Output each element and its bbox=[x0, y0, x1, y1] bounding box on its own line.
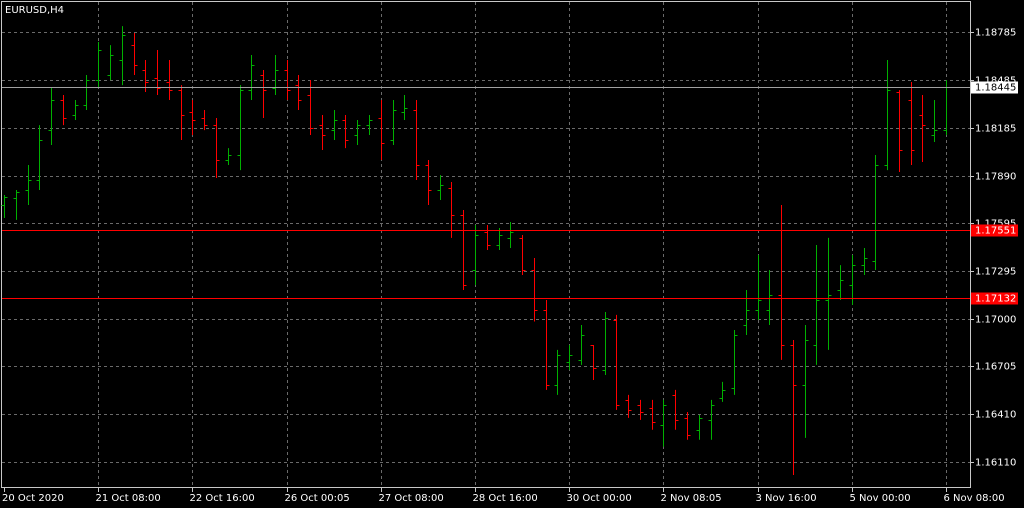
chart-title: EURUSD,H4 bbox=[5, 5, 64, 16]
x-tick-label: 28 Oct 16:00 bbox=[473, 493, 538, 504]
x-tick-label: 2 Nov 08:05 bbox=[661, 493, 722, 504]
x-tick-label: 26 Oct 00:05 bbox=[285, 493, 350, 504]
x-tick-label: 20 Oct 2020 bbox=[2, 493, 64, 504]
y-tick-label: 1.17000 bbox=[975, 315, 1016, 326]
x-tick-label: 30 Oct 00:00 bbox=[567, 493, 632, 504]
level-label-bg bbox=[971, 81, 1018, 94]
y-tick-label: 1.16410 bbox=[975, 410, 1016, 421]
x-tick-label: 5 Nov 00:00 bbox=[850, 493, 911, 504]
level-label-bg bbox=[971, 224, 1018, 237]
level-label: 1.17132 bbox=[975, 294, 1016, 305]
y-tick-label: 1.18485 bbox=[975, 76, 1016, 87]
level-label: 1.18445 bbox=[975, 83, 1016, 94]
x-tick-label: 21 Oct 08:00 bbox=[96, 493, 161, 504]
y-tick-label: 1.17295 bbox=[975, 267, 1016, 278]
x-tick-label: 22 Oct 16:00 bbox=[190, 493, 255, 504]
y-tick-label: 1.16110 bbox=[975, 458, 1016, 469]
x-tick-label: 3 Nov 16:00 bbox=[756, 493, 817, 504]
x-tick-label: 6 Nov 08:00 bbox=[944, 493, 1005, 504]
y-tick-label: 1.17890 bbox=[975, 172, 1016, 183]
y-tick-label: 1.18785 bbox=[975, 28, 1016, 39]
y-tick-label: 1.17595 bbox=[975, 219, 1016, 230]
x-tick-label: 27 Oct 08:00 bbox=[379, 493, 444, 504]
y-tick-label: 1.18185 bbox=[975, 124, 1016, 135]
y-tick-label: 1.16705 bbox=[975, 362, 1016, 373]
level-label-bg bbox=[971, 292, 1018, 305]
level-label: 1.17551 bbox=[975, 226, 1016, 237]
plot-frame bbox=[1, 1, 971, 488]
